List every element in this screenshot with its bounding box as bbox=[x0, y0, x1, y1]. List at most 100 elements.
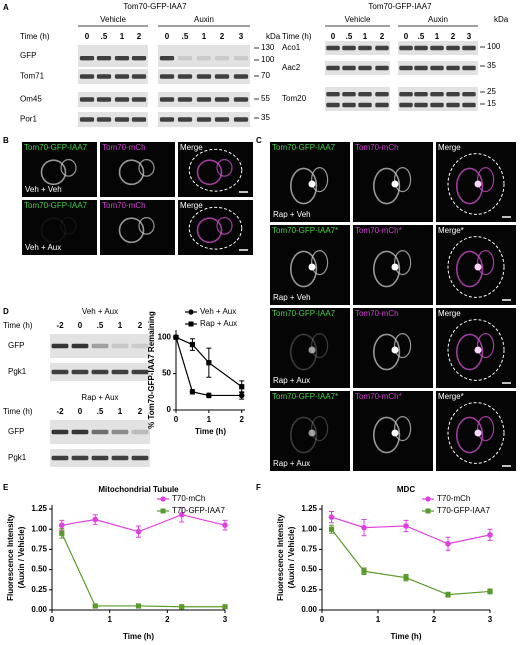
x-tick-label: 1 bbox=[107, 615, 112, 624]
cell-signal bbox=[290, 167, 318, 205]
mdc-spot bbox=[391, 263, 399, 271]
blot-band bbox=[326, 65, 340, 71]
cell-signal bbox=[456, 250, 484, 288]
time-label: Time (h) bbox=[20, 32, 50, 41]
blot-strip bbox=[325, 61, 390, 75]
cell-signal bbox=[196, 159, 223, 186]
blot-band bbox=[214, 117, 230, 122]
marker-label: 130 bbox=[261, 43, 275, 52]
blot-band bbox=[358, 102, 372, 108]
lane-label: 0 bbox=[404, 32, 409, 41]
condition-label: Rap + Veh bbox=[273, 210, 311, 219]
x-tick-label: 2 bbox=[165, 615, 170, 624]
blot-band bbox=[326, 92, 340, 97]
blot-band bbox=[446, 102, 460, 108]
legend-label: Rap + Aux bbox=[200, 319, 237, 328]
y-tick-label: 0 bbox=[167, 405, 172, 414]
blot-strip bbox=[398, 87, 478, 111]
data-point bbox=[178, 511, 185, 518]
data-point bbox=[135, 603, 142, 609]
y-tick-label: 0.50 bbox=[301, 565, 317, 574]
data-point bbox=[361, 524, 367, 531]
blot-band bbox=[71, 455, 89, 461]
data-point bbox=[238, 392, 245, 399]
y-tick-label: 0.25 bbox=[301, 585, 317, 594]
blot-title: Tom70-GFP-IAA7 bbox=[123, 2, 187, 11]
row-label: GFP bbox=[20, 51, 36, 60]
blot-band bbox=[159, 97, 175, 102]
blot-band bbox=[326, 45, 340, 51]
lane-label: 2 bbox=[138, 407, 143, 416]
cell-signal bbox=[477, 333, 495, 359]
cell-signal bbox=[394, 333, 412, 359]
cell-signal bbox=[290, 333, 318, 371]
marker-label: 70 bbox=[261, 71, 270, 80]
y-tick-label: 1.25 bbox=[31, 504, 47, 513]
legend-marker bbox=[188, 309, 194, 315]
blot-band bbox=[399, 45, 413, 51]
blot-band bbox=[446, 45, 460, 51]
blot-title: Tom70-GFP-IAA7 bbox=[368, 2, 432, 11]
blot-band bbox=[326, 102, 340, 108]
channel-label: Merge bbox=[438, 309, 461, 318]
legend-label: T70-mCh bbox=[437, 494, 470, 503]
blot-band bbox=[430, 45, 444, 51]
cell-outline bbox=[188, 206, 243, 250]
data-point bbox=[403, 523, 409, 529]
cell-signal bbox=[311, 250, 329, 276]
blot-band bbox=[114, 56, 130, 61]
y-axis-label: % Tom70-GFP-IAA7 Remaining bbox=[147, 311, 156, 429]
blot-strip bbox=[78, 45, 148, 67]
micrograph bbox=[100, 200, 175, 255]
blot-band bbox=[177, 74, 193, 79]
blot-band bbox=[79, 74, 95, 79]
cell-signal bbox=[477, 250, 495, 276]
group-label: Auxin bbox=[194, 15, 214, 24]
marker-label: 25 bbox=[487, 87, 496, 96]
blot-band bbox=[214, 56, 230, 61]
blot-band bbox=[196, 117, 212, 122]
channel-label: Tom70-GFP-IAA7 bbox=[272, 143, 336, 152]
cell-signal bbox=[40, 159, 67, 186]
data-point bbox=[189, 341, 196, 348]
row-label: Om45 bbox=[20, 95, 42, 104]
x-tick-label: 1 bbox=[376, 615, 381, 624]
channel-label: Tom70-GFP-IAA7 bbox=[24, 201, 88, 210]
lane-label: 2 bbox=[137, 32, 142, 41]
blot-band bbox=[111, 343, 129, 349]
blot-band bbox=[233, 74, 249, 79]
blot-band bbox=[114, 117, 130, 122]
cell-signal bbox=[138, 159, 155, 177]
blot-band bbox=[91, 429, 109, 435]
condition-label: Veh + Veh bbox=[25, 185, 62, 194]
blot-band bbox=[96, 74, 112, 79]
micrograph bbox=[22, 142, 97, 197]
x-tick-label: 2 bbox=[432, 615, 437, 624]
data-point bbox=[59, 522, 65, 528]
chart-title: MDC bbox=[397, 485, 415, 494]
data-point bbox=[206, 360, 212, 366]
data-point bbox=[135, 528, 142, 535]
mdc-spot bbox=[474, 180, 482, 188]
cell-signal bbox=[373, 250, 401, 288]
row-label: Por1 bbox=[20, 115, 37, 124]
lane-label: 0 bbox=[78, 321, 83, 330]
mdc-spot bbox=[474, 346, 482, 354]
lane-label: -2 bbox=[56, 321, 64, 330]
y-tick-label: 100 bbox=[158, 332, 172, 341]
legend-label: T70-GFP-IAA7 bbox=[172, 506, 225, 515]
cell-signal bbox=[456, 416, 484, 454]
blot-band bbox=[446, 92, 460, 97]
data-point bbox=[222, 522, 228, 528]
panel-label: D bbox=[3, 307, 9, 316]
lane-label: 3 bbox=[239, 32, 244, 41]
lane-label: .5 bbox=[346, 32, 353, 41]
marker-label: 35 bbox=[487, 61, 496, 70]
cell-signal bbox=[311, 416, 329, 442]
group-label: Auxin bbox=[428, 15, 448, 24]
blot-band bbox=[462, 65, 476, 71]
cell-signal bbox=[216, 159, 233, 177]
blot-title: Veh + Aux bbox=[82, 307, 118, 316]
blot-band bbox=[462, 45, 476, 51]
